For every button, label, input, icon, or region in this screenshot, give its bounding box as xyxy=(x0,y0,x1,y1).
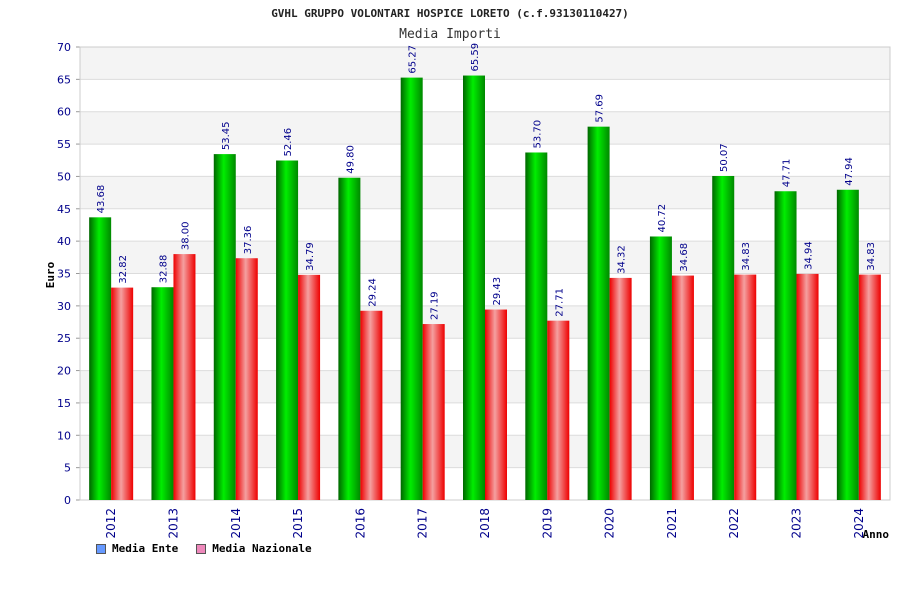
bar-media-nazionale-2014 xyxy=(235,258,258,500)
y-tick-label: 40 xyxy=(57,235,71,248)
data-label-media-ente-2015: 52.46 xyxy=(283,128,294,157)
bar-media-ente-2021 xyxy=(649,236,672,500)
data-label-media-ente-2021: 40.72 xyxy=(657,204,668,233)
y-tick-label: 20 xyxy=(57,365,71,378)
bar-media-nazionale-2017 xyxy=(422,324,445,500)
data-label-media-nazionale-2016: 29.24 xyxy=(367,278,378,307)
y-tick-label: 30 xyxy=(57,300,71,313)
y-tick-label: 25 xyxy=(57,332,71,345)
y-tick-label: 10 xyxy=(57,429,71,442)
data-label-media-ente-2020: 57.69 xyxy=(595,94,606,123)
data-label-media-nazionale-2024: 34.83 xyxy=(866,242,877,271)
data-label-media-nazionale-2021: 34.68 xyxy=(679,243,690,272)
bar-media-ente-2014 xyxy=(213,154,236,500)
data-label-media-ente-2016: 49.80 xyxy=(345,145,356,174)
y-tick-label: 60 xyxy=(57,106,71,119)
data-label-media-nazionale-2013: 38.00 xyxy=(180,221,191,250)
data-label-media-ente-2023: 47.71 xyxy=(782,159,793,188)
data-label-media-ente-2018: 65.59 xyxy=(470,43,481,72)
x-axis-label: Anno xyxy=(863,528,890,541)
grid-band xyxy=(80,47,890,80)
y-tick-label: 50 xyxy=(57,170,71,183)
data-label-media-ente-2014: 53.45 xyxy=(221,121,232,150)
data-label-media-ente-2013: 32.88 xyxy=(158,255,169,284)
y-tick-label: 45 xyxy=(57,203,71,216)
data-label-media-nazionale-2015: 34.79 xyxy=(305,242,316,271)
legend-item-media-nazionale: Media Nazionale xyxy=(196,542,312,555)
bar-media-nazionale-2022 xyxy=(734,274,757,500)
data-label-media-nazionale-2022: 34.83 xyxy=(741,242,752,271)
x-tick-label-2021: 2021 xyxy=(665,508,679,539)
bar-media-nazionale-2015 xyxy=(298,274,321,500)
legend-swatch-media-nazionale xyxy=(196,543,207,554)
bar-media-nazionale-2023 xyxy=(796,273,819,500)
x-tick-label-2022: 2022 xyxy=(727,508,741,539)
data-label-media-ente-2017: 65.27 xyxy=(408,45,419,74)
bar-media-ente-2018 xyxy=(463,75,485,500)
bar-media-ente-2015 xyxy=(276,160,299,500)
x-tick-label-2015: 2015 xyxy=(291,508,305,539)
bar-media-ente-2012 xyxy=(89,217,112,500)
x-tick-label-2014: 2014 xyxy=(229,508,243,539)
bar-media-ente-2020 xyxy=(587,126,610,501)
bar-media-ente-2017 xyxy=(400,77,423,500)
bar-media-ente-2022 xyxy=(712,175,735,500)
y-tick-label: 70 xyxy=(57,41,71,54)
x-tick-label-2013: 2013 xyxy=(166,508,180,539)
legend-swatch-media-ente xyxy=(96,543,106,554)
chart-legend: Media Ente Media Nazionale xyxy=(96,542,312,555)
bar-media-nazionale-2020 xyxy=(609,277,632,500)
bar-media-ente-2024 xyxy=(836,189,859,501)
legend-label-media-nazionale: Media Nazionale xyxy=(212,542,312,555)
data-label-media-ente-2012: 43.68 xyxy=(96,185,107,214)
plot-area: 0 5 10 15 20 25 30 35 40 45 50 55 60 65 70 43.68 32.82 20… xyxy=(57,41,891,539)
bar-media-ente-2013 xyxy=(151,287,174,500)
data-label-media-nazionale-2019: 27.71 xyxy=(554,288,565,317)
legend-item-media-ente: Media Ente xyxy=(96,542,178,555)
bar-media-ente-2023 xyxy=(774,191,797,500)
data-label-media-nazionale-2012: 32.82 xyxy=(118,255,129,284)
y-tick-label: 0 xyxy=(64,494,71,507)
y-tick-label: 35 xyxy=(57,268,71,281)
x-tick-label-2018: 2018 xyxy=(478,508,492,539)
chart-title: GVHL GRUPPO VOLONTARI HOSPICE LORETO (c.… xyxy=(271,7,629,20)
data-label-media-nazionale-2017: 27.19 xyxy=(430,291,441,320)
legend-label-media-ente: Media Ente xyxy=(112,542,179,555)
bar-media-nazionale-2019 xyxy=(547,320,570,500)
data-label-media-nazionale-2014: 37.36 xyxy=(243,226,254,255)
y-tick-label: 65 xyxy=(57,73,71,86)
y-tick-label: 15 xyxy=(57,397,71,410)
x-tick-label-2024: 2024 xyxy=(852,508,866,539)
data-label-media-ente-2024: 47.94 xyxy=(844,157,855,186)
bar-media-nazionale-2021 xyxy=(671,275,694,500)
bar-media-nazionale-2016 xyxy=(360,310,383,500)
bar-media-ente-2019 xyxy=(525,152,548,500)
bar-media-nazionale-2012 xyxy=(111,287,134,500)
y-axis-label: Euro xyxy=(44,261,57,288)
chart-subtitle: Media Importi xyxy=(399,27,501,42)
bar-media-nazionale-2024 xyxy=(858,274,881,500)
data-label-media-ente-2022: 50.07 xyxy=(719,143,730,172)
data-label-media-nazionale-2023: 34.94 xyxy=(804,241,815,270)
x-tick-label-2012: 2012 xyxy=(104,508,118,539)
bar-media-ente-2016 xyxy=(338,177,361,501)
y-tick-label: 55 xyxy=(57,138,71,151)
data-label-media-nazionale-2020: 34.32 xyxy=(617,245,628,274)
x-tick-label-2017: 2017 xyxy=(416,508,430,539)
x-tick-label-2019: 2019 xyxy=(540,508,554,539)
x-tick-label-2016: 2016 xyxy=(353,508,367,539)
y-tick-label: 5 xyxy=(64,462,71,475)
x-tick-label-2023: 2023 xyxy=(790,508,804,539)
data-label-media-nazionale-2018: 29.43 xyxy=(492,277,503,306)
bar-media-nazionale-2018 xyxy=(485,309,507,500)
data-label-media-ente-2019: 53.70 xyxy=(532,120,543,149)
bar-media-nazionale-2013 xyxy=(173,254,196,500)
x-tick-label-2020: 2020 xyxy=(603,508,617,539)
